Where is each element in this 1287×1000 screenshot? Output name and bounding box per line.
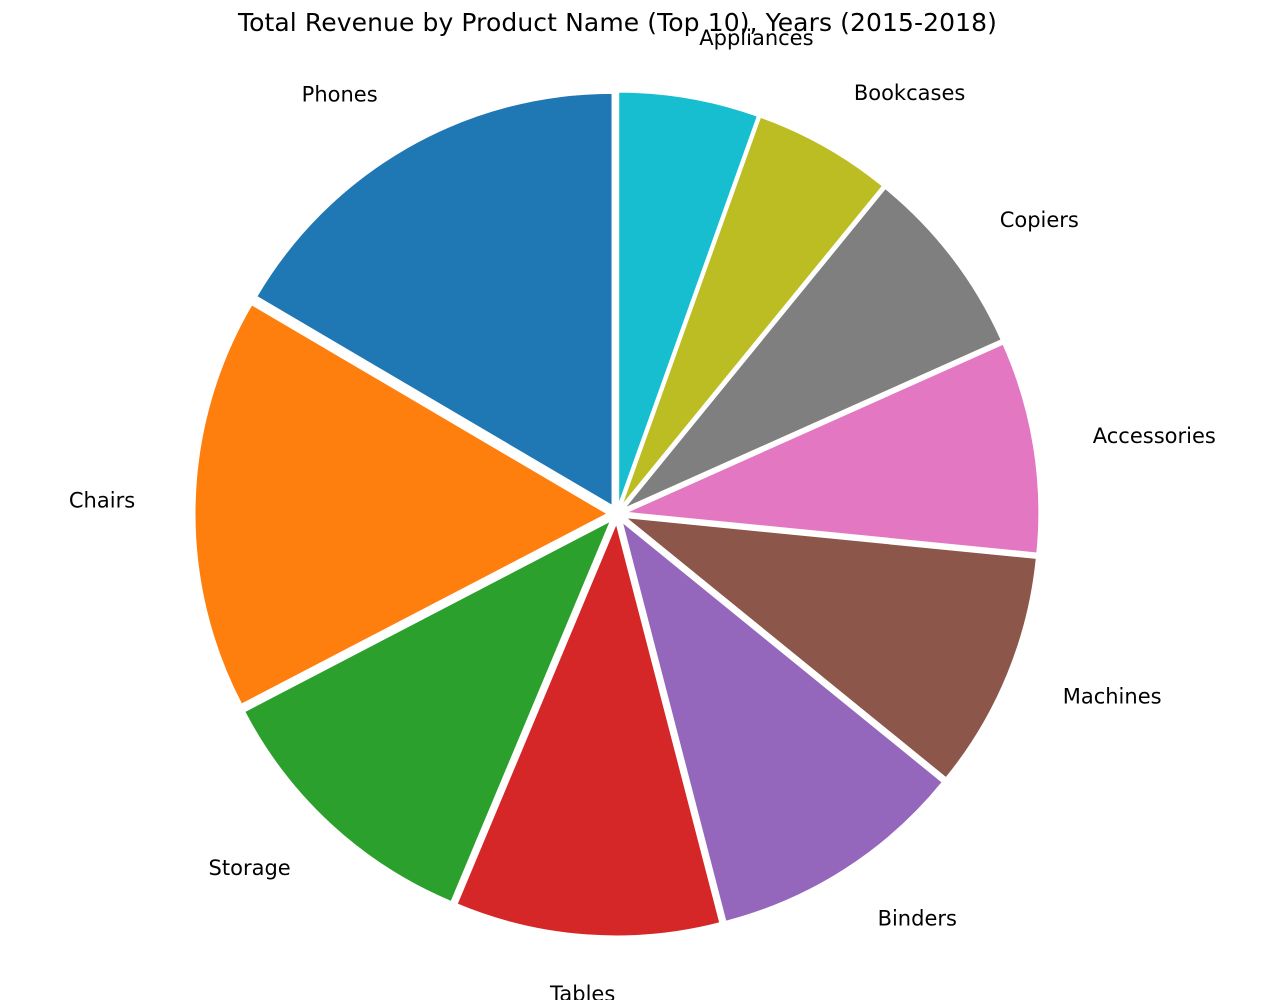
pie-slice-accessories — [624, 343, 1040, 554]
chart-title: Total Revenue by Product Name (Top 10), … — [237, 8, 998, 37]
pie-slice-storage — [244, 520, 612, 903]
pie-slice-bookcases — [621, 116, 884, 506]
pie-slice-appliances — [618, 91, 758, 505]
pie-slice-tables — [456, 522, 721, 937]
slice-label-copiers: Copiers — [1000, 208, 1079, 232]
slice-label-appliances: Appliances — [699, 26, 813, 50]
slice-label-binders: Binders — [878, 906, 957, 930]
slice-label-storage: Storage — [209, 856, 291, 880]
slice-label-bookcases: Bookcases — [854, 81, 965, 105]
slice-label-tables: Tables — [549, 982, 615, 1000]
slice-label-phones: Phones — [302, 83, 378, 107]
pie-slice-copiers — [624, 187, 1002, 509]
pie-slices — [194, 91, 1040, 937]
slice-label-chairs: Chairs — [69, 489, 135, 513]
slice-label-accessories: Accessories — [1093, 424, 1216, 448]
slice-label-machines: Machines — [1063, 684, 1162, 708]
pie-slice-chairs — [194, 304, 609, 705]
pie-slice-machines — [624, 517, 1037, 779]
pie-labels: Phones Chairs Storage Tables Binders Machines… — [69, 26, 1216, 1000]
pie-slice-phones — [256, 92, 613, 507]
pie-slice-binders — [621, 521, 943, 922]
